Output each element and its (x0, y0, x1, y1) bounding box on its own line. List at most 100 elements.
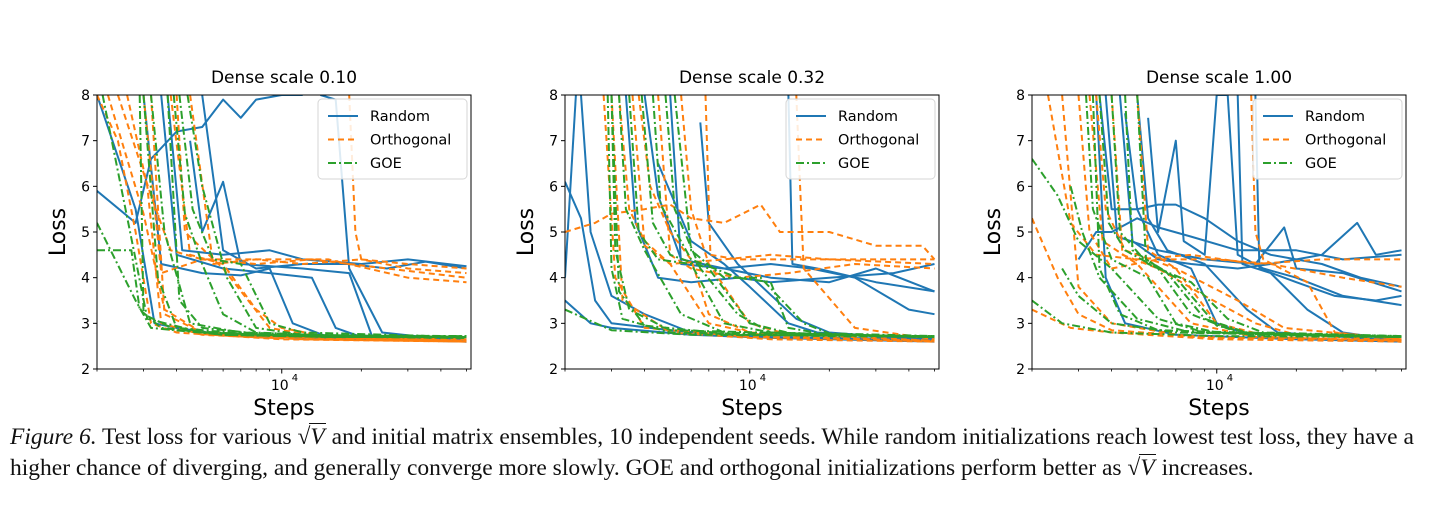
series-line-goe-6 (178, 95, 467, 338)
legend-label-random: Random (370, 109, 430, 125)
y-tick-label: 4 (1016, 271, 1025, 287)
series-lines (565, 95, 936, 343)
x-tick-exponent: 4 (292, 373, 298, 384)
legend-box (317, 98, 468, 180)
legend-label-goe: GOE (370, 156, 402, 172)
series-line-goe-10 (610, 95, 935, 338)
series-line-random-10 (1254, 95, 1402, 302)
y-tick-label: 7 (549, 134, 558, 150)
series-line-random-7 (657, 163, 935, 341)
series-line-orthogonal-5 (1095, 95, 1402, 341)
series-line-orthogonal-2 (1032, 217, 1402, 342)
sqrt-v-symbol-2: √V (1127, 453, 1156, 481)
legend: Random Orthogonal GOE (785, 98, 936, 180)
legend-label-random: Random (838, 109, 898, 125)
y-tick-label: 2 (1016, 362, 1025, 378)
x-axis-label: Steps (721, 396, 783, 421)
y-tick-label: 6 (81, 179, 90, 195)
series-line-random-7 (201, 95, 467, 270)
legend-box (1252, 98, 1403, 180)
legend: Random Orthogonal GOE (317, 98, 468, 180)
y-tick-label: 6 (549, 179, 558, 195)
y-tick-label: 4 (81, 271, 90, 287)
chart-title: Dense scale 1.00 (1146, 68, 1292, 88)
legend-label-orthogonal: Orthogonal (370, 133, 451, 149)
series-line-goe-2 (97, 222, 467, 338)
y-tick-label: 3 (549, 316, 558, 332)
y-tick-label: 6 (1016, 179, 1025, 195)
series-line-random-1 (97, 95, 303, 224)
series-line-goe-10 (166, 95, 467, 339)
series-line-orthogonal-1 (97, 95, 467, 343)
series-line-random-5 (166, 95, 467, 268)
series-line-orthogonal-4 (1077, 95, 1402, 288)
y-tick-label: 8 (549, 88, 558, 104)
x-tick-exponent: 4 (1227, 373, 1233, 384)
figure-caption: Figure 6. Test loss for various √V and i… (10, 422, 1454, 484)
legend-label-random: Random (1305, 109, 1365, 125)
series-line-goe-1 (1032, 158, 1402, 338)
caption-text-2: and initial matrix ensembles, 10 indepen… (10, 423, 1414, 481)
y-tick-label: 5 (81, 225, 90, 241)
series-line-orthogonal-10 (680, 95, 935, 343)
x-tick-label: 10 (1206, 378, 1224, 394)
series-line-goe-4 (1069, 186, 1402, 338)
series-line-orthogonal-6 (189, 95, 467, 270)
y-tick-label: 2 (81, 362, 90, 378)
series-line-orthogonal-1 (565, 203, 936, 261)
legend: Random Orthogonal GOE (1252, 98, 1403, 180)
y-axis-label: Loss (46, 208, 71, 256)
legend-label-orthogonal: Orthogonal (838, 133, 919, 149)
x-axis-label: Steps (1188, 396, 1250, 421)
series-line-goe-6 (1098, 95, 1402, 338)
series-line-goe-9 (1136, 95, 1402, 338)
series-line-goe-10 (1091, 95, 1402, 338)
chart-title: Dense scale 0.10 (211, 68, 357, 88)
legend-label-goe: GOE (838, 156, 870, 172)
series-line-orthogonal-7 (1250, 95, 1402, 341)
y-tick-label: 8 (81, 88, 90, 104)
series-line-goe-4 (618, 95, 935, 338)
series-line-goe-9 (673, 95, 935, 338)
legend-label-goe: GOE (1305, 156, 1337, 172)
x-tick-label: 10 (739, 378, 757, 394)
series-line-random-3 (565, 95, 577, 278)
y-tick-label: 7 (81, 134, 90, 150)
x-tick-label: 10 (271, 378, 289, 394)
legend-box (785, 98, 936, 180)
series-line-orthogonal-8 (1061, 95, 1402, 342)
series-line-orthogonal-2 (106, 95, 467, 342)
y-tick-label: 5 (1016, 225, 1025, 241)
series-line-random-8 (669, 95, 935, 316)
series-line-random-2 (1098, 95, 1402, 288)
y-tick-label: 3 (1016, 316, 1025, 332)
caption-text-3: increases. (1155, 454, 1254, 481)
y-axis-label: Loss (514, 208, 539, 256)
series-line-orthogonal-9 (1088, 95, 1402, 342)
series-line-goe-8 (142, 95, 467, 338)
series-line-orthogonal-7 (348, 95, 467, 275)
y-tick-label: 2 (549, 362, 558, 378)
x-tick-exponent: 4 (760, 373, 766, 384)
series-line-orthogonal-9 (602, 95, 935, 342)
series-line-orthogonal-10 (1136, 95, 1402, 343)
series-line-orthogonal-5 (704, 95, 935, 261)
y-tick-label: 7 (1016, 134, 1025, 150)
legend-label-orthogonal: Orthogonal (1305, 133, 1386, 149)
sqrt-v-symbol-1: √V (297, 422, 326, 450)
y-axis-label: Loss (981, 208, 1006, 256)
y-tick-label: 8 (1016, 88, 1025, 104)
y-tick-label: 3 (81, 316, 90, 332)
y-tick-label: 5 (549, 225, 558, 241)
series-lines (97, 95, 467, 343)
x-axis-label: Steps (253, 396, 315, 421)
series-line-goe-5 (628, 95, 935, 338)
series-line-goe-8 (664, 95, 935, 338)
series-lines (1032, 95, 1402, 343)
figure-label: Figure 6. (10, 423, 97, 450)
series-line-goe-3 (610, 95, 935, 338)
